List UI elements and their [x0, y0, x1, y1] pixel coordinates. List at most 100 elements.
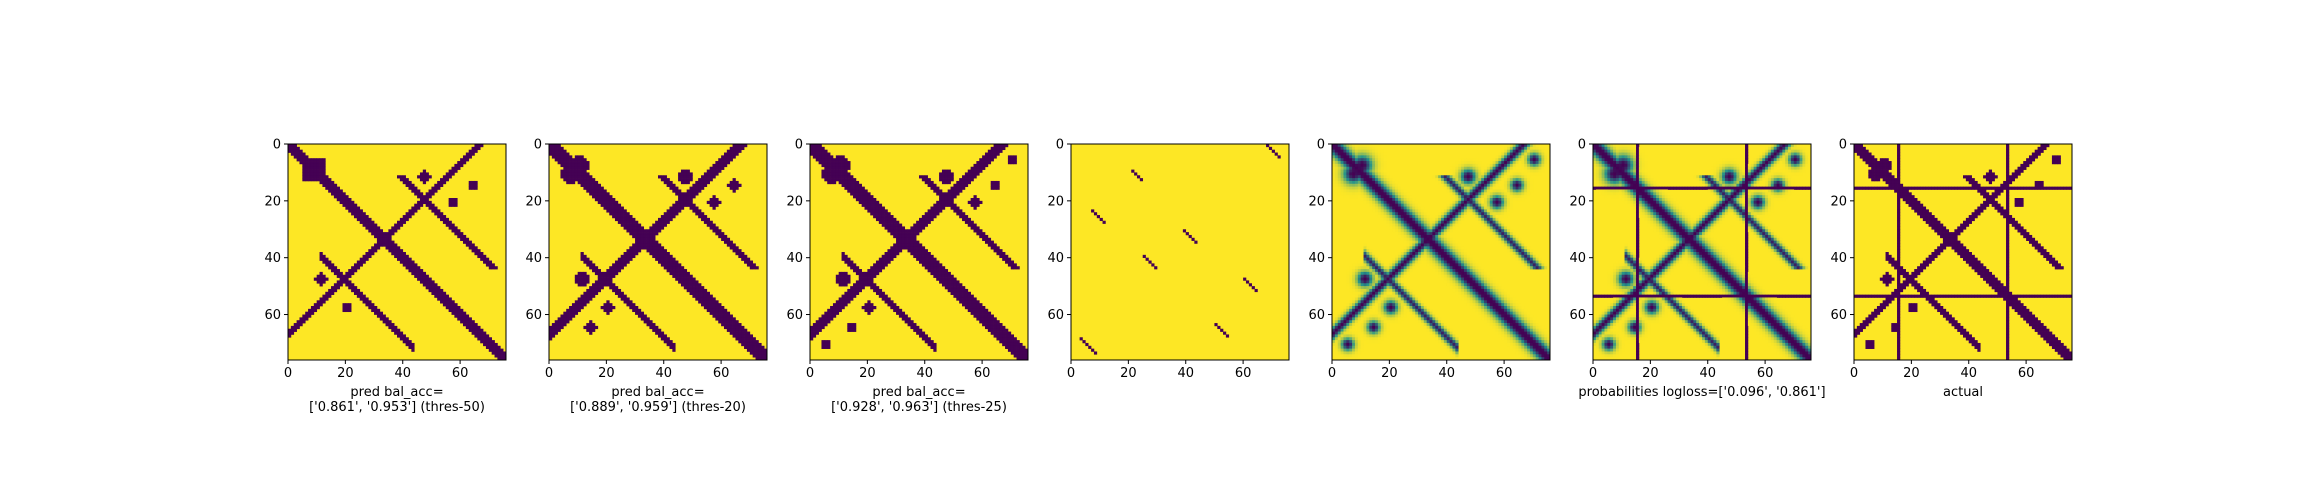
heatmap-cell — [1466, 166, 1471, 170]
heatmap-cell — [1498, 209, 1502, 213]
heatmap-cell — [1501, 161, 1505, 165]
heatmap-cell — [692, 288, 696, 293]
heatmap-cell — [600, 198, 604, 202]
heatmap-cell — [1481, 189, 1485, 193]
heatmap-cell — [348, 200, 352, 205]
heatmap-cell — [752, 266, 756, 270]
heatmap-cell — [1343, 172, 1347, 176]
heatmap-cell — [1423, 223, 1428, 227]
heatmap-cell — [738, 334, 742, 338]
heatmap-cell — [1403, 249, 1407, 253]
heatmap-cell — [669, 269, 673, 273]
heatmap-cell — [1466, 172, 1471, 176]
heatmap-cell — [1492, 166, 1496, 170]
heatmap-cell — [1377, 149, 1382, 153]
heatmap-cell — [1386, 175, 1390, 179]
heatmap-cell — [1461, 200, 1465, 205]
heatmap-cell — [376, 226, 381, 230]
heatmap-cell — [1007, 331, 1012, 335]
x-axis-label: pred bal_acc= — [611, 385, 704, 400]
heatmap-cell — [371, 303, 375, 307]
heatmap-cell — [855, 186, 860, 190]
heatmap-cell — [1472, 163, 1476, 168]
heatmap-cell — [818, 149, 822, 153]
heatmap-cell — [1495, 232, 1499, 236]
heatmap-cell — [1400, 203, 1405, 207]
heatmap-cell — [376, 314, 381, 318]
heatmap-cell — [1458, 180, 1462, 185]
heatmap-cell — [1415, 240, 1419, 244]
x-axis-label: ['0.889', '0.959'] (thres-20) — [570, 400, 746, 415]
heatmap-cell — [632, 252, 636, 256]
heatmap-cell — [468, 320, 472, 324]
heatmap-cell — [1369, 257, 1373, 261]
heatmap-cell — [689, 175, 693, 179]
heatmap-cell — [735, 323, 739, 327]
heatmap-cell — [1423, 243, 1428, 247]
heatmap-cell — [672, 274, 676, 278]
heatmap-cell — [1527, 254, 1531, 259]
heatmap-cell — [844, 303, 848, 307]
heatmap-cell — [1486, 172, 1491, 176]
heatmap-cell — [1506, 246, 1511, 250]
heatmap-cell — [893, 226, 897, 230]
heatmap-cell — [586, 260, 590, 264]
heatmap-cell — [1334, 152, 1339, 156]
heatmap-cell — [1343, 146, 1347, 151]
heatmap-cell — [979, 234, 983, 239]
heatmap-cell — [984, 308, 989, 313]
heatmap-cell — [680, 195, 685, 199]
heatmap-cell — [959, 297, 963, 301]
heatmap-cell — [629, 215, 633, 219]
heatmap-cell — [388, 243, 392, 247]
heatmap-cell — [342, 200, 346, 205]
heatmap-cell — [973, 314, 977, 318]
heatmap-cell — [1383, 203, 1387, 207]
heatmap-cell — [1452, 183, 1456, 187]
heatmap-cell — [419, 172, 424, 176]
heatmap-cell — [735, 152, 739, 156]
heatmap-cell — [1541, 166, 1545, 170]
heatmap-cell — [830, 314, 834, 318]
heatmap-cell — [1501, 209, 1505, 213]
heatmap-cell — [1438, 249, 1442, 253]
heatmap-cell — [319, 257, 323, 261]
heatmap-cell — [1463, 206, 1468, 210]
heatmap-cell — [557, 320, 561, 324]
heatmap-cell — [703, 175, 708, 179]
heatmap-cell — [580, 175, 584, 179]
heatmap-cell — [1360, 260, 1364, 264]
heatmap-cell — [887, 260, 891, 264]
heatmap-cell — [861, 189, 865, 193]
heatmap-cell — [1369, 146, 1373, 151]
heatmap-cell — [712, 223, 716, 227]
heatmap-cell — [1002, 331, 1006, 335]
heatmap-cell — [850, 183, 854, 187]
heatmap-cell — [331, 186, 335, 190]
heatmap-cell — [815, 331, 819, 335]
heatmap-cell — [1486, 180, 1491, 185]
heatmap-cell — [586, 172, 590, 176]
heatmap-cell — [984, 314, 989, 318]
heatmap-cell — [1492, 209, 1496, 213]
heatmap-cell — [1022, 345, 1026, 349]
heatmap-cell — [927, 269, 931, 273]
heatmap-cell — [402, 340, 406, 344]
heatmap-cell — [956, 294, 960, 298]
heatmap-cell — [454, 308, 458, 313]
heatmap-cell — [440, 297, 444, 301]
heatmap-cell — [609, 308, 613, 313]
heatmap-cell — [623, 252, 627, 256]
heatmap-cell — [841, 283, 845, 287]
heatmap-cell — [308, 308, 312, 313]
heatmap-cell — [964, 217, 969, 222]
heatmap-cell — [936, 212, 940, 216]
heatmap-cell — [1340, 189, 1344, 193]
heatmap-cell — [1506, 163, 1511, 168]
heatmap-cell — [1360, 149, 1364, 153]
heatmap-cell — [1409, 206, 1413, 210]
heatmap-cell — [483, 260, 487, 264]
heatmap-cell — [1481, 178, 1485, 182]
heatmap-cell — [649, 246, 653, 250]
heatmap-cell — [1492, 220, 1496, 224]
